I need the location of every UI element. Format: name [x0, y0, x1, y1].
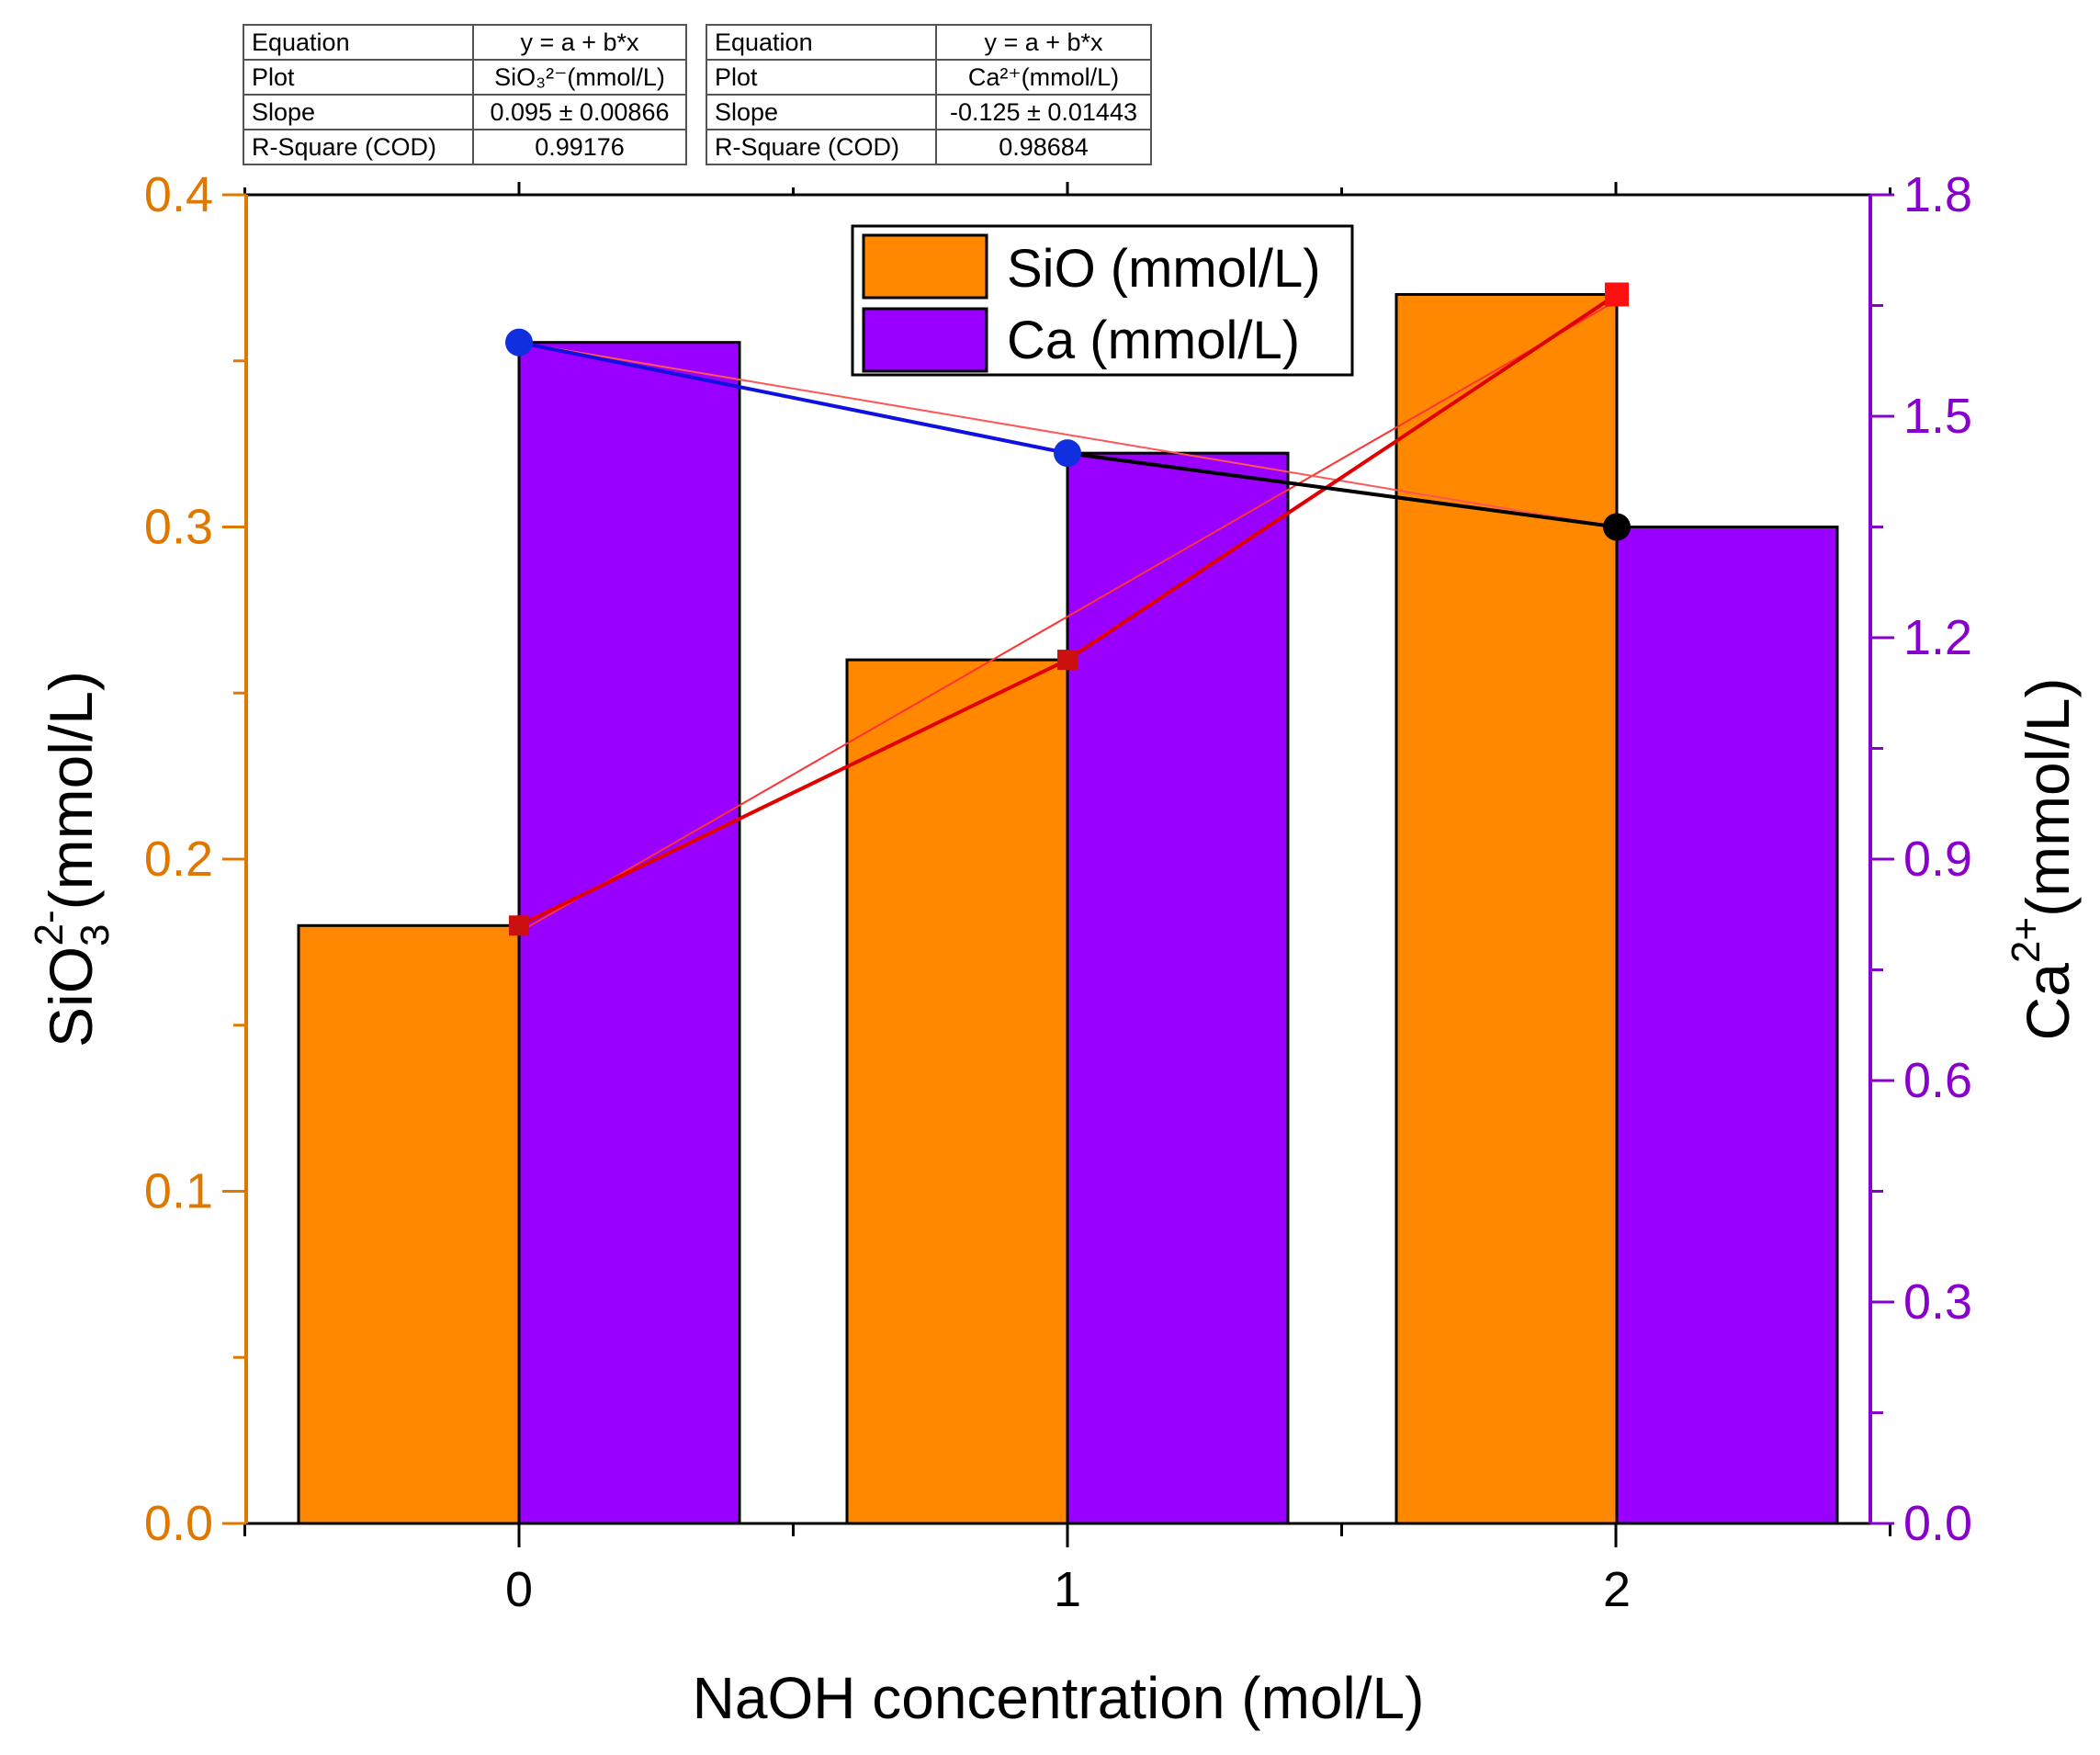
line-ca-segment-1: [1067, 451, 1618, 529]
x-tick-label: 1: [1054, 1562, 1081, 1617]
left-tick-label: 0.1: [144, 1164, 213, 1219]
fit-value: 0.98684: [935, 129, 1152, 165]
right-tick-label: 0.6: [1903, 1053, 1972, 1108]
fit-key: Plot: [706, 59, 937, 96]
marker-ca-2: [1603, 513, 1631, 541]
marker-sio-2: [1605, 282, 1629, 307]
fit-value: SiO₃²⁻(mmol/L): [472, 59, 687, 96]
line-ca-segment-0: [518, 340, 1068, 456]
fit-key: R-Square (COD): [706, 129, 937, 165]
fit-key: Plot: [243, 59, 474, 96]
bar-sio-0: [297, 923, 521, 1525]
fit-key: Slope: [706, 94, 937, 130]
fit-value: -0.125 ± 0.01443: [935, 94, 1152, 130]
right-tick-label: 0.0: [1903, 1496, 1972, 1551]
fit-value: y = a + b*x: [472, 24, 687, 61]
fit-key: Equation: [243, 24, 474, 61]
bar-sio-1: [845, 658, 1069, 1525]
fit-key: Slope: [243, 94, 474, 130]
fit-line-1: [518, 341, 1617, 528]
left-axis-title-sup: 2-: [27, 910, 72, 945]
legend-swatch-sio: [862, 233, 988, 300]
marker-sio-1: [1057, 650, 1078, 671]
left-axis-title-base: SiO: [37, 946, 105, 1047]
marker-sio-0: [509, 915, 529, 936]
right-tick-label: 1.8: [1903, 167, 1972, 222]
right-tick-label: 0.9: [1903, 832, 1972, 887]
left-tick-label: 0.3: [144, 500, 213, 555]
fit-value: 0.095 ± 0.00866: [472, 94, 687, 130]
left-axis-title-sub: 3: [73, 923, 118, 945]
legend-label-ca: Ca (mmol/L): [1007, 311, 1300, 370]
left-tick-label: 0.4: [144, 167, 213, 222]
markers-layer: [505, 282, 1631, 936]
fit-value: 0.99176: [472, 129, 687, 165]
left-axis-title: SiO32-(mmol/L): [27, 671, 118, 1047]
right-axis-title: Ca2+(mmol/L): [2004, 678, 2082, 1041]
bar-ca-1: [1066, 451, 1290, 1525]
fit-value: y = a + b*x: [935, 24, 1152, 61]
fit-lines-layer: [518, 300, 1617, 934]
bars-layer: [297, 292, 1839, 1525]
right-axis-title-sup: 2+: [2004, 917, 2049, 963]
x-axis-title: NaOH concentration (mol/L): [693, 1665, 1425, 1731]
marker-ca-0: [505, 328, 533, 357]
right-axis-title-unit: (mmol/L): [2014, 678, 2082, 917]
bar-ca-0: [517, 341, 741, 1525]
x-tick-label: 2: [1603, 1562, 1631, 1617]
left-tick-label: 0.2: [144, 832, 213, 887]
fit-value: Ca²⁺(mmol/L): [935, 59, 1152, 96]
fit-key: R-Square (COD): [243, 129, 474, 165]
fit-table-sio: Equation y = a + b*x Plot SiO₃²⁻(mmol/L) S…: [243, 24, 687, 165]
left-tick-label: 0.0: [144, 1496, 213, 1551]
right-tick-label: 1.2: [1903, 610, 1972, 665]
right-tick-label: 0.3: [1903, 1274, 1972, 1330]
bar-ca-2: [1615, 526, 1839, 1525]
legend-label-sio: SiO (mmol/L): [1007, 239, 1321, 299]
left-axis-title-unit: (mmol/L): [37, 671, 105, 910]
fit-table-ca: Equation y = a + b*x Plot Ca²⁺(mmol/L) Slo…: [706, 24, 1152, 165]
legend-swatch-ca: [862, 307, 988, 373]
fit-line-0: [518, 300, 1617, 934]
right-tick-label: 1.5: [1903, 389, 1972, 444]
fit-key: Equation: [706, 24, 937, 61]
right-axis-title-base: Ca: [2014, 963, 2082, 1041]
marker-ca-1: [1054, 439, 1081, 468]
legend: SiO (mmol/L) Ca (mmol/L): [851, 224, 1354, 377]
axes-layer: 0 1 2 0.0 0.1 0.2 0.3 0.4 0.0 0.3 0.6 0.9 1.2 1.5 1.8 N…: [27, 167, 2082, 1731]
bar-sio-2: [1394, 292, 1619, 1525]
x-tick-label: 0: [505, 1562, 533, 1617]
